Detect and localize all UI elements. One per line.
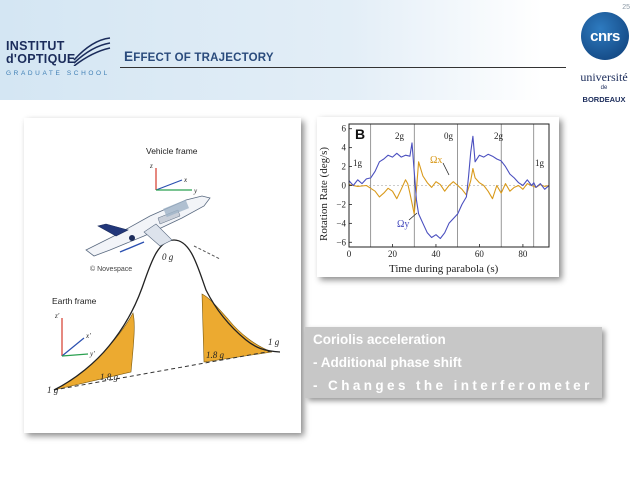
- earth-axis-z-label: z': [54, 312, 60, 320]
- region-label-0g: 0g: [444, 131, 454, 141]
- airplane-image: [85, 195, 211, 257]
- slide-title: EFFECT OF TRAJECTORY: [124, 49, 274, 64]
- y-tick-label-1: 4: [342, 143, 347, 153]
- omega-x-pointer: [442, 162, 450, 176]
- x-tick-label-4: 80: [518, 249, 528, 259]
- textbox-line-3: - Changes the interferometer: [313, 378, 593, 393]
- panel-label: B: [355, 126, 365, 142]
- series-line-omega-x: [348, 161, 550, 215]
- y-tick-label-3: 0: [342, 181, 347, 191]
- university-bordeaux-logo: université de BORDEAUX: [572, 70, 636, 105]
- trajectory-tangent: [193, 245, 221, 260]
- y-tick-label-0: 6: [342, 124, 347, 134]
- cnrs-logo: cnrs: [581, 12, 629, 60]
- logo-line-3: GRADUATE SCHOOL: [6, 70, 110, 77]
- textbox-line-2: - Additional phase shift: [313, 355, 462, 370]
- textbox-line-1: Coriolis acceleration: [313, 332, 446, 347]
- university-line-2: de: [600, 85, 608, 91]
- label-hypergravity-right: 1.8 g: [206, 350, 225, 360]
- logo-line-2: d'OPTIQUE: [6, 52, 76, 66]
- x-tick-label-3: 60: [475, 249, 485, 259]
- page-number: 25: [622, 4, 630, 11]
- rotation-rate-figure: 0 20 40 60 80 6 4 2 0 −2 −4 −6 B 2g 0g 2g 1g 1g Ωx …: [317, 117, 559, 277]
- coriolis-textbox: Coriolis acceleration - Additional phase…: [305, 327, 602, 398]
- region-label-2g-right: 2g: [494, 131, 504, 141]
- y-axis-label: Rotation Rate (deg/s): [318, 147, 330, 241]
- institut-optique-logo: INSTITUT d'OPTIQUE GRADUATE SCHOOL: [6, 37, 111, 86]
- label-one-g-left: 1 g: [47, 385, 59, 395]
- logo-wave-icon: [73, 37, 111, 66]
- label-zero-g: 0 g: [162, 252, 174, 262]
- earth-frame-label: Earth frame: [52, 296, 97, 306]
- vehicle-frame-axes: [155, 168, 192, 191]
- university-line-1: université: [580, 70, 628, 84]
- trajectory-figure: Vehicle frame z x y © Novespace Earth fr…: [24, 118, 301, 433]
- omega-y-label: Ωy: [397, 219, 409, 230]
- x-tick-label-1: 20: [388, 249, 398, 259]
- trajectory-svg: Vehicle frame z x y © Novespace Earth fr…: [47, 146, 281, 395]
- baseline-dashed: [53, 350, 273, 391]
- slide-title-rest: FFECT OF TRAJECTORY: [133, 52, 274, 64]
- series-line-omega-y: [348, 135, 550, 240]
- vehicle-axis-y-label: y: [193, 187, 198, 195]
- vehicle-frame-label: Vehicle frame: [146, 146, 198, 156]
- earth-axis-x-label: x': [85, 332, 91, 340]
- title-underline: [120, 67, 566, 68]
- plot-frame: [348, 123, 550, 248]
- y-tick-label-4: −2: [336, 199, 346, 209]
- header-banner: [0, 0, 638, 100]
- label-hypergravity-left: 1.8 g: [100, 372, 119, 382]
- y-tick-label-5: −4: [336, 218, 346, 228]
- vehicle-axis-z-label: z: [149, 162, 153, 170]
- earth-axis-y-label: y': [89, 350, 95, 358]
- x-tick-label-2: 40: [431, 249, 441, 259]
- x-tick-label-0: 0: [347, 249, 352, 259]
- earth-frame-axes: [61, 318, 89, 357]
- region-label-1g-right: 1g: [535, 158, 545, 168]
- slide-title-initial: E: [124, 49, 134, 64]
- y-tick-label-2: 2: [342, 162, 347, 172]
- university-line-3: BORDEAUX: [582, 95, 626, 104]
- x-axis-label: Time during parabola (s): [389, 263, 499, 275]
- region-label-2g-left: 2g: [395, 131, 405, 141]
- omega-y-pointer: [408, 212, 418, 221]
- vehicle-axis-x-label: x: [183, 176, 188, 184]
- parabola-trajectory: [53, 239, 281, 391]
- novespace-credit: © Novespace: [90, 265, 132, 273]
- logo-line-1: INSTITUT: [6, 39, 65, 53]
- region-label-1g-left: 1g: [353, 158, 363, 168]
- label-one-g-right: 1 g: [268, 337, 280, 347]
- omega-x-label: Ωx: [430, 155, 442, 166]
- y-tick-label-6: −6: [336, 237, 346, 247]
